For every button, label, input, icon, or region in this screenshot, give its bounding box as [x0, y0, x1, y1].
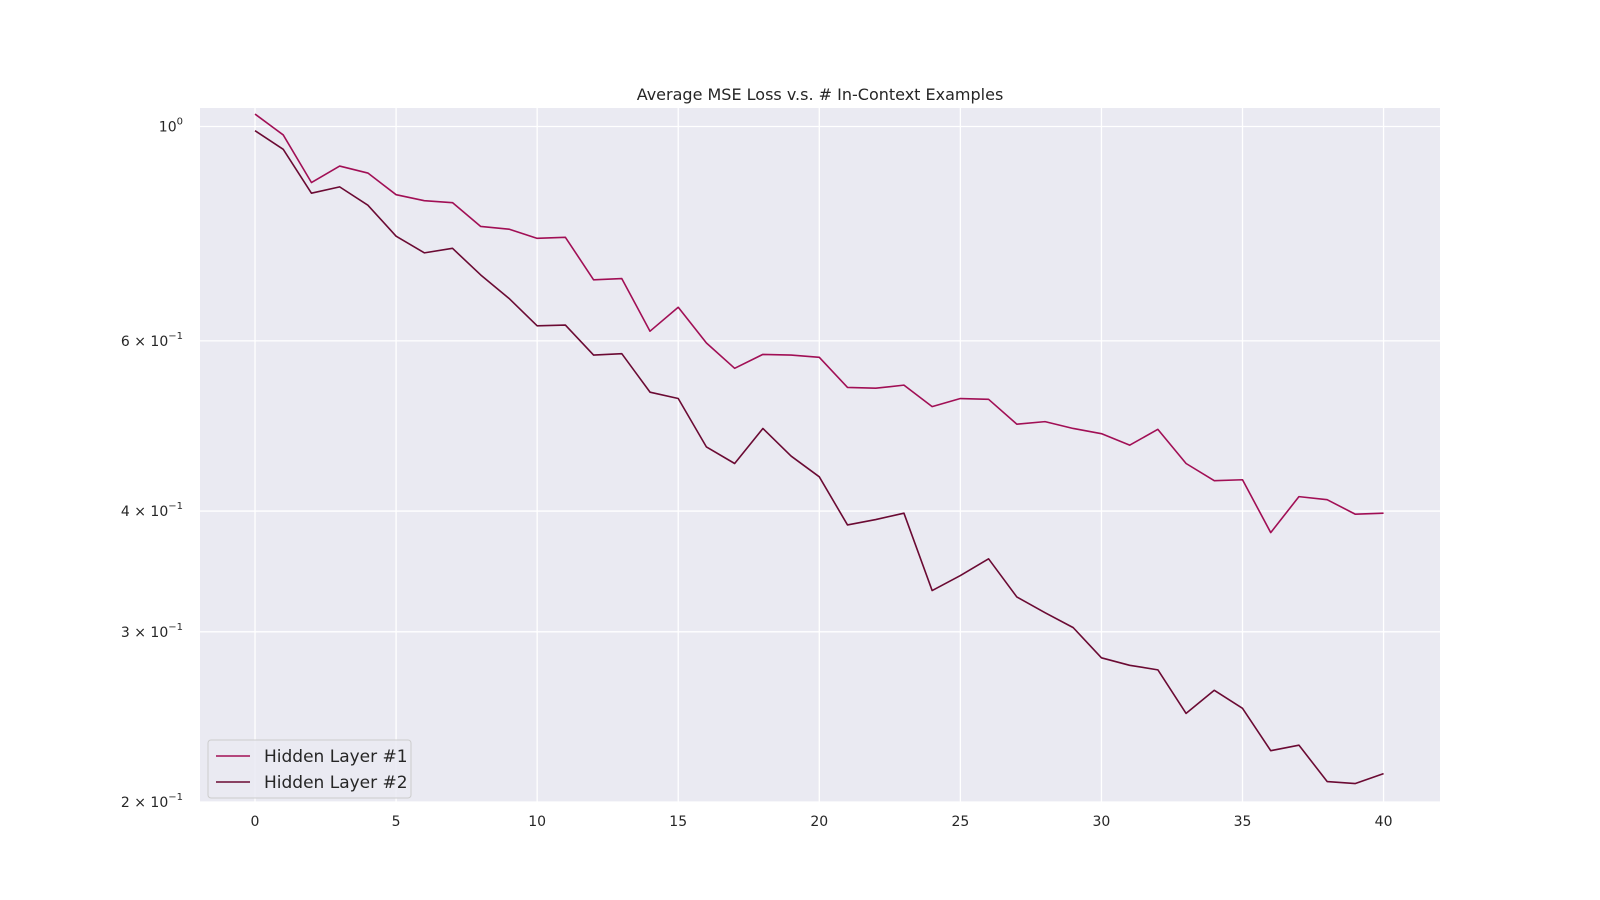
y-tick-label: 4 × 10−1 [121, 501, 183, 520]
y-tick-label: 2 × 10−1 [121, 792, 183, 811]
x-tick-label: 15 [669, 814, 687, 830]
legend-label-1: Hidden Layer #1 [264, 747, 408, 767]
y-tick-label: 3 × 10−1 [121, 622, 183, 641]
x-tick-label: 0 [251, 814, 260, 830]
x-axis-ticks: 0 5 10 15 20 25 30 35 40 [251, 814, 1393, 830]
legend-label-2: Hidden Layer #2 [264, 773, 408, 793]
x-tick-label: 10 [528, 814, 546, 830]
y-tick-label: 100 [159, 116, 183, 135]
x-tick-label: 40 [1375, 814, 1393, 830]
legend-box [207, 739, 412, 799]
x-tick-label: 20 [810, 814, 828, 830]
legend: Hidden Layer #1 Hidden Layer #2 [207, 739, 412, 799]
plot-area [200, 108, 1440, 802]
x-tick-label: 30 [1093, 814, 1111, 830]
series-line-2 [254, 130, 1384, 785]
y-tick-label: 6 × 10−1 [121, 331, 183, 350]
series-lines [254, 113, 1384, 785]
x-tick-label: 35 [1234, 814, 1252, 830]
x-tick-label: 5 [392, 814, 401, 830]
chart-title: Average MSE Loss v.s. # In-Context Examp… [637, 85, 1004, 104]
x-tick-label: 25 [951, 814, 969, 830]
series-line-1 [254, 113, 1384, 534]
gridlines [200, 108, 1440, 803]
y-axis-ticks: 100 6 × 10−1 4 × 10−1 3 × 10−1 2 × 10−1 [121, 116, 183, 811]
